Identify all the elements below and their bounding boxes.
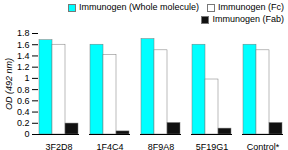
svg-text:1.8: 1.8 [17,28,30,38]
svg-text:1: 1 [24,73,29,83]
svg-text:5F19G1: 5F19G1 [196,142,229,150]
svg-text:0.2: 0.2 [17,118,30,128]
html-text:Immunogen (Whole molecule): Immunogen (Whole molecule) [78,2,199,12]
svg-text:8F9A8: 8F9A8 [148,142,175,150]
svg-text:1.4: 1.4 [17,51,30,61]
svg-text:3F2D8: 3F2D8 [45,142,72,150]
svg-text:1.2: 1.2 [17,62,30,72]
svg-text:1F4C4: 1F4C4 [96,142,123,150]
svg-text:OD (492 nm): OD (492 nm) [4,58,14,110]
svg-text:0.8: 0.8 [17,84,30,94]
html-text:Immunogen (Fc): Immunogen (Fc) [218,2,284,12]
svg-text:1.6: 1.6 [17,40,30,50]
svg-text:0.4: 0.4 [17,107,30,117]
svg-text:0.6: 0.6 [17,96,30,106]
svg-text:Control*: Control* [247,142,280,150]
html-text:Immunogen (Fab): Immunogen (Fab) [212,14,284,24]
svg-text:0: 0 [24,129,29,139]
